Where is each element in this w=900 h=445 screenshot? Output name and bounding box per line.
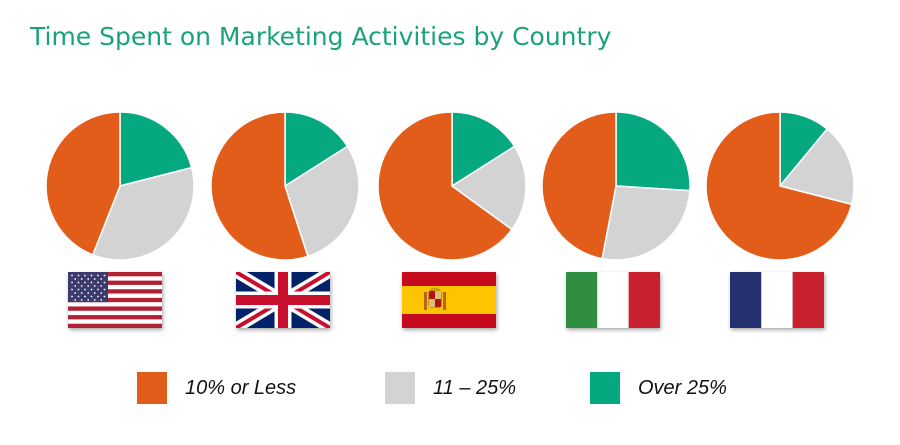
legend-label: 11 – 25% [433,376,517,399]
slice-10-or-less [377,111,513,261]
slice-10-or-less [45,111,121,256]
slice-over-25 [615,111,691,192]
legend-label: Over 25% [638,376,727,399]
legend: 10% or Less 11 – 25% Over 25% [0,372,900,412]
italy-flag-icon [566,272,660,328]
legend-item-11-25: 11 – 25% [385,372,516,404]
legend-swatch [137,372,167,404]
slice-10-or-less [210,111,309,261]
slice-11-25 [601,185,691,261]
slice-11-25 [451,145,527,231]
slice-11-25 [92,166,195,261]
slice-over-25 [451,111,516,187]
slice-10-or-less [705,111,853,261]
france-flag-icon [730,272,824,328]
slice-10-or-less [541,111,617,260]
spain-flag-icon [402,272,496,328]
pie-spain [377,111,527,261]
uk-flag-icon [236,272,330,328]
slice-over-25 [284,111,349,187]
pie-italy [541,111,691,261]
slice-over-25 [119,111,193,187]
legend-label: 10% or Less [185,376,297,399]
legend-swatch [590,372,620,404]
pie-uk [210,111,360,261]
legend-item-over-25: Over 25% [590,372,727,404]
legend-swatch [385,372,415,404]
pie-us [45,111,195,261]
pie-france [705,111,855,261]
slice-11-25 [284,145,360,258]
slice-11-25 [779,128,855,206]
pie-charts [45,111,855,261]
chart-title: Time Spent on Marketing Activities by Co… [30,22,612,51]
legend-item-10-or-less: 10% or Less [137,372,296,404]
us-flag-icon [68,272,162,328]
